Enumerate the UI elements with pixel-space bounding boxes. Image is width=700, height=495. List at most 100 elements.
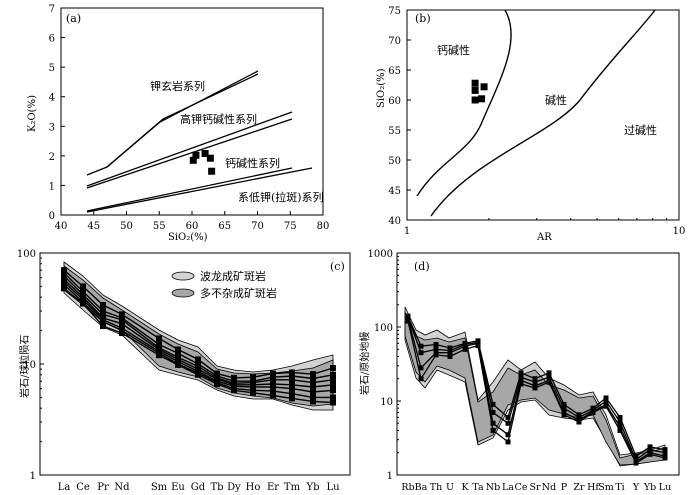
d-data-point [546,370,552,376]
c-data-point [310,398,316,405]
panel-a-y-ticks: 0 1 2 3 4 5 6 7 [49,4,65,222]
c-category-label: Tm [284,482,301,493]
c-data-point [270,388,276,395]
d-category-label: La [502,482,514,493]
d-category-label: Ba [415,482,428,493]
c-category-label: Ho [246,482,261,493]
c-category-label: Yb [305,482,319,493]
d-data-point [433,342,439,348]
c-series-line [63,283,333,399]
panel-d-y-label: 岩石/原始地幔 [358,332,371,395]
c-data-point [270,381,276,388]
a-ytick-label: 2 [49,152,55,163]
legend-duobuza-swatch [171,288,195,298]
b-xtick-label: 10 [673,226,686,237]
b-ytick-label: 50 [388,156,401,167]
c-data-point [250,374,256,381]
c-data-point [289,376,295,383]
panel-a-x-ticks: 40 45 50 55 60 65 70 75 80 [55,211,329,232]
d-data-point [617,419,623,425]
c-data-point [100,308,106,315]
b-ytick-label: 40 [388,216,401,227]
d-data-point [647,447,653,453]
d-data-point [447,353,453,359]
d-data-point [505,420,511,426]
high-k-calc-alkaline-label: 高钾钙碱性系列 [180,112,257,126]
c-data-point [80,283,86,290]
a-ytick-label: 5 [49,63,55,74]
b-ytick-label: 55 [388,126,401,137]
b-ytick-label: 45 [388,186,401,197]
d-category-label: Lu [659,482,671,493]
shoshonite-series-label: 钾玄岩系列 [150,79,205,93]
c-data-point [289,395,295,402]
c-data-point [61,273,67,280]
d-data-point [603,395,609,401]
c-data-point [119,311,125,318]
d-category-label: Y [632,482,640,493]
c-data-point [195,356,201,363]
d-data-point [647,451,653,457]
d-category-label: Sr [529,482,541,493]
c-category-label: Sm [151,482,168,493]
c-data-point [289,369,295,376]
b-data-point [471,86,479,94]
c-data-point [250,384,256,391]
c-data-point [100,311,106,318]
c-series-line [63,287,334,404]
b-ytick-label: 65 [388,66,401,77]
a-ytick-label: 4 [49,93,55,104]
c-data-point [175,361,181,368]
c-data-point [175,346,181,353]
d-data-point [490,420,496,426]
d-data-point [462,346,468,352]
c-data-point [231,387,237,394]
d-data-point [418,376,424,382]
c-series-line [63,275,334,385]
panel-c-y-label: 岩石/球粒陨石 [18,335,31,398]
a-ytick-label: 1 [49,181,55,192]
c-data-point [61,281,67,288]
panel-a-y-label: K₂O(%) [27,95,38,132]
panel-a-points [189,149,216,175]
c-data-point [330,376,336,383]
panel-c-label: (c) [330,260,345,273]
d-category-label: U [446,482,454,493]
a-xtick-label: 70 [251,221,264,232]
calc-alkaline-series-label: 钙碱性系列 [225,156,280,170]
d-data-point [603,403,609,409]
b-data-point [478,95,486,103]
c-data-point [175,350,181,357]
c-category-label: Gd [191,482,206,493]
c-data-point [61,285,67,292]
a-xtick-label: 55 [153,221,166,232]
d-category-label: Nd [542,482,556,493]
b-ytick-label: 60 [388,96,401,107]
d-data-point [490,409,496,415]
b-data-point [471,79,479,87]
c-data-point [310,371,316,378]
d-category-label: Ti [615,482,624,493]
d-category-label: Ce [515,482,528,493]
d-data-point [405,316,411,322]
c-data-point [330,394,336,401]
c-data-point [310,388,316,395]
d-category-label: Nb [486,482,500,493]
c-data-point [231,374,237,381]
panel-d: (d) 1 10 100 1000 Rb Ba Th U K Ta Nb La Ce Sr Nd P Zr Hf… [358,249,680,493]
b-data-point [480,83,488,91]
c-category-label: Er [267,482,279,493]
c-series-line [63,278,334,388]
legend-duobuza-label: 多不杂成矿斑岩 [200,286,277,300]
b-data-point [471,96,479,104]
a-xtick-label: 45 [87,221,100,232]
c-category-label: Lu [326,482,340,493]
c-data-point [214,381,220,388]
a-ytick-label: 0 [49,211,55,222]
a-xtick-label: 40 [55,221,68,232]
d-data-point [561,401,567,407]
d-data-point [576,414,582,420]
d-data-point [546,374,552,380]
a-data-point [201,149,209,157]
c-category-label: Dy [227,482,241,493]
